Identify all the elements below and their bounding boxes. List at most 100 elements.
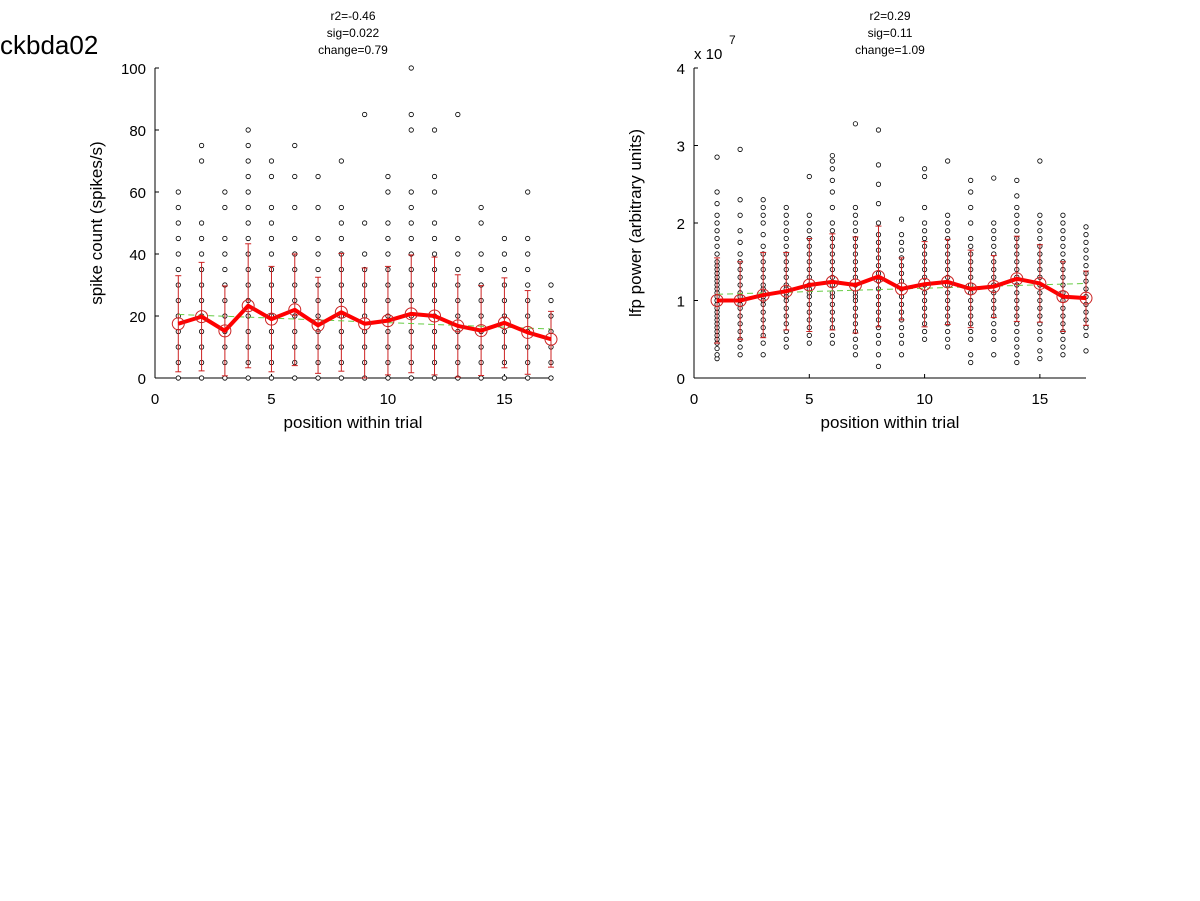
data-point — [455, 266, 461, 273]
data-point — [385, 189, 391, 195]
data-point — [1037, 220, 1043, 226]
data-point — [175, 251, 181, 257]
data-point — [968, 336, 974, 342]
data-point — [783, 220, 789, 226]
data-point — [431, 173, 438, 180]
data-point — [783, 228, 789, 234]
data-point — [175, 220, 181, 226]
data-point — [198, 142, 205, 149]
data-point — [829, 220, 835, 226]
data-point — [1037, 235, 1043, 242]
data-point — [268, 235, 275, 242]
data-point — [852, 121, 859, 127]
data-point — [478, 220, 484, 226]
data-point — [991, 321, 997, 327]
data-point — [852, 352, 859, 358]
mean-marker — [474, 324, 488, 338]
data-point — [455, 251, 461, 257]
y-tick-label: 3 — [677, 139, 685, 156]
data-point — [1083, 224, 1089, 230]
data-point — [760, 243, 766, 249]
data-point — [338, 158, 344, 164]
data-point — [875, 363, 882, 369]
x-tick-label: 0 — [151, 391, 159, 408]
data-point — [315, 375, 321, 381]
data-point — [408, 189, 414, 195]
data-point — [175, 266, 181, 273]
data-point — [968, 235, 974, 242]
data-point — [737, 251, 743, 257]
x-tick-label: 10 — [916, 391, 933, 408]
data-point — [338, 204, 344, 211]
data-point — [829, 189, 835, 195]
data-point — [268, 251, 275, 257]
data-point — [245, 173, 251, 180]
y-tick-label: 40 — [129, 247, 146, 264]
data-point — [829, 166, 835, 172]
data-point — [898, 340, 905, 346]
data-point — [385, 375, 391, 381]
data-point — [292, 204, 298, 211]
data-point — [1060, 352, 1066, 358]
data-point — [1014, 352, 1020, 358]
data-point — [315, 235, 321, 242]
data-point — [292, 235, 298, 242]
data-point — [829, 177, 835, 183]
data-point — [714, 228, 720, 234]
data-point — [408, 111, 414, 118]
mean-marker — [871, 269, 885, 283]
x-tick-label: 5 — [267, 391, 275, 408]
data-point — [760, 232, 766, 238]
y-tick-label: 0 — [677, 371, 685, 388]
data-point — [525, 251, 531, 257]
data-point — [829, 158, 835, 164]
data-point — [1014, 228, 1020, 234]
mean-marker — [428, 309, 442, 323]
data-point — [455, 111, 461, 118]
data-point — [945, 344, 951, 350]
data-point — [921, 235, 928, 242]
data-point — [945, 158, 951, 164]
data-point — [852, 336, 859, 342]
data-point — [245, 127, 251, 133]
data-point — [198, 220, 205, 226]
data-point — [1083, 247, 1089, 253]
mean-marker — [544, 332, 558, 346]
data-point — [968, 204, 974, 211]
data-point — [1083, 332, 1089, 338]
data-point — [292, 173, 298, 180]
data-point — [338, 220, 344, 226]
data-point — [175, 189, 181, 195]
data-point — [829, 152, 835, 159]
mean-line — [717, 274, 1087, 303]
data-point — [431, 375, 438, 381]
data-point — [829, 204, 835, 211]
data-point — [945, 336, 951, 342]
y-tick-label: 20 — [129, 309, 146, 326]
data-point — [991, 228, 997, 234]
data-point — [737, 239, 743, 245]
data-point — [737, 352, 743, 358]
data-point — [1060, 344, 1066, 350]
y-tick-label: 60 — [129, 185, 146, 202]
data-point — [991, 235, 997, 242]
data-point — [245, 158, 251, 164]
data-point — [222, 235, 228, 242]
data-point — [760, 352, 766, 358]
mean-marker — [1033, 276, 1047, 290]
data-point — [362, 251, 368, 257]
data-point — [1014, 193, 1020, 199]
data-point — [968, 352, 974, 358]
data-point — [385, 220, 391, 226]
data-point — [921, 166, 928, 172]
data-point — [829, 228, 835, 234]
data-point — [292, 375, 298, 381]
y-tick-label: 0 — [138, 371, 146, 388]
x-tick-label: 15 — [1032, 391, 1049, 408]
data-point — [714, 201, 720, 207]
data-point — [408, 65, 414, 71]
mean-marker — [241, 299, 255, 313]
data-point — [714, 345, 720, 352]
data-point — [806, 332, 812, 338]
mean-marker — [918, 277, 932, 291]
